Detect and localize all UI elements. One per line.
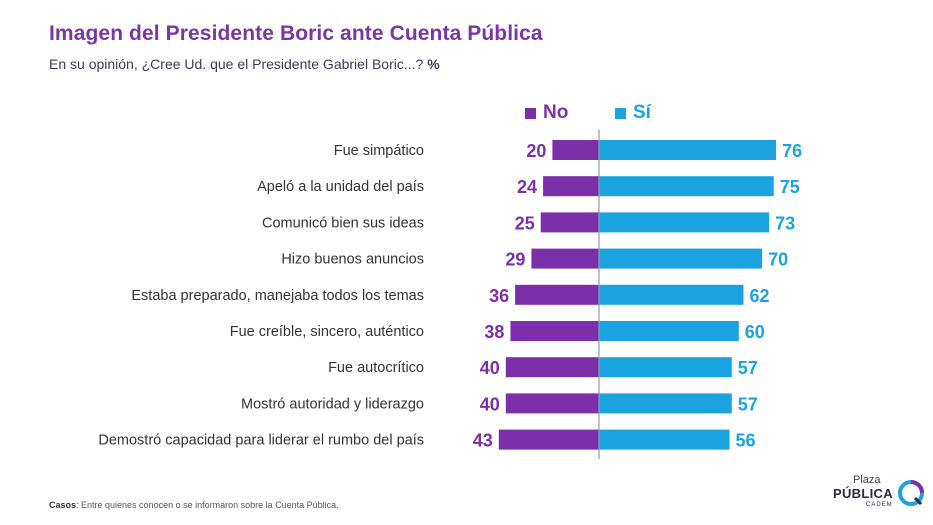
data-label-si: 76 [782, 141, 802, 161]
bar-si [599, 284, 744, 305]
category-label: Estaba preparado, manejaba todos los tem… [131, 288, 424, 304]
logo-line1: Plaza [853, 474, 881, 486]
diverging-bar-chart: Fue simpático 20 76 Apeló a la unidad del p… [98, 130, 802, 459]
data-label-no: 25 [515, 213, 535, 233]
legend-label-si: Sí [633, 102, 651, 123]
data-label-si: 60 [745, 322, 765, 342]
data-label-si: 57 [738, 394, 758, 414]
bar-no [552, 140, 599, 160]
bar-si [599, 212, 770, 233]
data-label-no: 36 [489, 286, 509, 306]
legend-swatch-si [615, 107, 626, 119]
category-label: Hizo buenos anuncios [281, 252, 424, 268]
plaza-publica-logo: Plaza PÚBLICA CADEM [833, 474, 925, 514]
bar-si [599, 248, 763, 269]
data-label-no: 24 [517, 177, 537, 197]
chart-subtitle: En su opinión, ¿Cree Ud. que el Presiden… [49, 56, 440, 72]
data-label-si: 62 [749, 286, 769, 306]
data-label-no: 20 [526, 141, 546, 161]
bar-no [540, 212, 599, 233]
bar-no [531, 248, 599, 269]
bar-si [599, 429, 730, 450]
footnote-label: Casos [49, 500, 77, 510]
legend-swatch-no [525, 107, 536, 119]
footnote: Casos: Entre quienes conocen o se inform… [49, 500, 339, 510]
bar-no [543, 176, 599, 197]
category-label: Fue creíble, sincero, auténtico [230, 324, 424, 340]
data-label-no: 29 [505, 250, 525, 270]
bar-si [599, 321, 739, 341]
data-label-no: 40 [480, 394, 500, 414]
bar-no [498, 429, 599, 450]
category-label: Apeló a la unidad del país [257, 179, 424, 195]
bar-no [505, 393, 599, 414]
data-label-no: 38 [484, 322, 504, 342]
bar-no [510, 321, 599, 341]
bar-si [599, 176, 774, 197]
footnote-text: : Entre quienes conocen o se informaron … [76, 500, 339, 510]
logo-line3: CADEM [866, 502, 893, 508]
data-label-si: 70 [768, 250, 788, 270]
data-label-si: 57 [738, 358, 758, 378]
category-label: Demostró capacidad para liderar el rumbo… [98, 433, 424, 449]
bar-no [515, 284, 599, 305]
page-title: Imagen del Presidente Boric ante Cuenta … [49, 22, 543, 45]
data-label-si: 56 [735, 431, 755, 451]
bar-no [505, 357, 599, 378]
subtitle-text: En su opinión, ¿Cree Ud. que el Presiden… [49, 56, 424, 72]
category-label: Fue simpático [334, 143, 424, 159]
category-label: Comunicó bien sus ideas [262, 215, 424, 231]
logo-line2: PÚBLICA [833, 486, 893, 501]
subtitle-unit: % [427, 56, 440, 72]
logo-mark-icon [898, 480, 924, 506]
data-label-no: 40 [480, 358, 500, 378]
chart-legend: No Sí [0, 102, 933, 126]
bar-si [599, 140, 777, 160]
legend-item-si: Sí [615, 102, 651, 124]
data-label-si: 75 [780, 177, 800, 197]
data-label-si: 73 [775, 213, 795, 233]
category-label: Mostró autoridad y liderazgo [241, 396, 424, 412]
legend-item-no: No [525, 102, 568, 124]
data-label-no: 43 [473, 431, 493, 451]
bar-si [599, 393, 732, 414]
legend-label-no: No [543, 102, 569, 123]
category-label: Fue autocrítico [328, 360, 424, 376]
bar-si [599, 357, 732, 378]
